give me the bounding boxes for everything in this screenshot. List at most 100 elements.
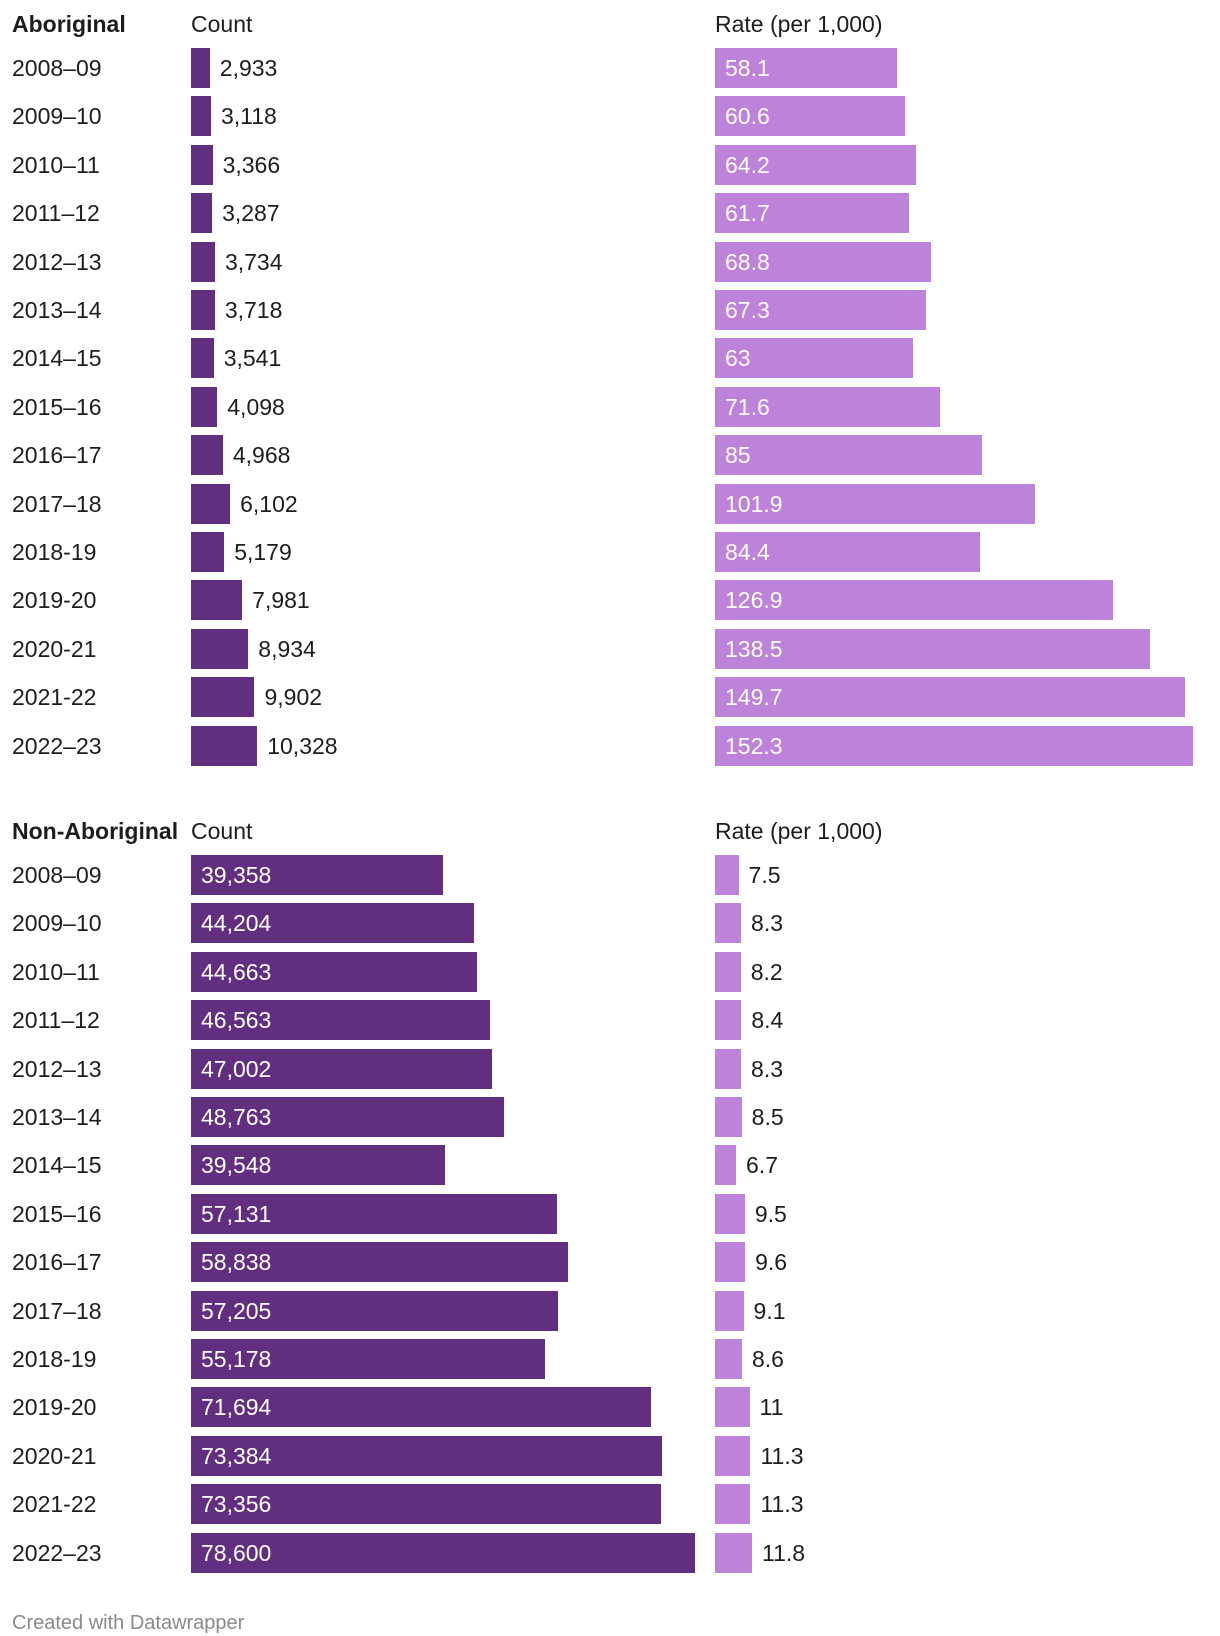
- rate-bar: [715, 338, 913, 379]
- count-bar: [191, 241, 215, 282]
- count-value-label: 73,356: [201, 1491, 272, 1518]
- count-bar: [191, 951, 478, 992]
- count-bar: [191, 48, 210, 88]
- count-value-label: 57,131: [201, 1200, 272, 1227]
- year-label: 2021-22: [12, 1491, 97, 1518]
- table-row: 2022–23 78,600 11.8: [0, 1532, 1220, 1573]
- count-value-label: 3,734: [224, 248, 283, 275]
- count-bar: [191, 677, 255, 718]
- count-bar: [191, 1435, 662, 1476]
- table-row: 2014–15 3,541 63: [0, 338, 1220, 379]
- rate-bar: [715, 290, 927, 330]
- count-bar: [191, 1000, 490, 1041]
- rate-value-label: 71.6: [725, 393, 770, 420]
- year-label: 2020-21: [12, 1442, 97, 1469]
- rate-bar: [715, 1484, 751, 1525]
- group-title: Aboriginal: [12, 11, 126, 37]
- year-label: 2010–11: [12, 151, 100, 178]
- count-value-label: 48,763: [201, 1104, 272, 1130]
- count-bar: [191, 1387, 651, 1428]
- year-label: 2011–12: [12, 200, 100, 227]
- rate-bar: [715, 628, 1150, 669]
- count-value-label: 39,548: [201, 1152, 272, 1179]
- rate-bar: [715, 1532, 753, 1573]
- table-row: 2012–13 47,002 8.3: [0, 1048, 1220, 1089]
- count-bar: [191, 532, 225, 572]
- rate-value-label: 63: [725, 345, 751, 372]
- count-bar: [191, 1484, 662, 1525]
- rate-value-label: 149.7: [725, 684, 783, 711]
- table-row: 2018-19 55,178 8.6: [0, 1339, 1220, 1379]
- count-bar: [191, 386, 218, 427]
- rate-bar: [715, 435, 982, 476]
- rate-value-label: 152.3: [725, 732, 783, 759]
- rate-value-label: 6.7: [746, 1152, 778, 1179]
- year-label: 2014–15: [12, 1152, 102, 1179]
- year-label: 2020-21: [12, 635, 97, 662]
- rate-bar: [715, 951, 741, 992]
- footer-credit[interactable]: Created with Datawrapper: [12, 1612, 245, 1634]
- year-label: 2016–17: [12, 1249, 102, 1276]
- rate-column-header: Rate (per 1,000): [715, 11, 883, 37]
- count-value-label: 39,358: [201, 862, 272, 888]
- count-value-label: 5,179: [234, 539, 292, 565]
- table-row: 2014–15 39,548 6.7: [0, 1145, 1220, 1186]
- table-row: 2009–10 3,118 60.6: [0, 96, 1220, 137]
- year-label: 2022–23: [12, 732, 102, 759]
- year-label: 2016–17: [12, 442, 102, 469]
- count-bar: [191, 1193, 558, 1234]
- table-row: 2021-22 9,902 149.7: [0, 677, 1220, 718]
- rate-bar: [715, 532, 980, 572]
- year-label: 2008–09: [12, 862, 102, 888]
- rate-value-label: 138.5: [725, 635, 783, 662]
- count-value-label: 3,287: [222, 200, 280, 227]
- year-label: 2013–14: [12, 297, 102, 323]
- count-bar: [191, 435, 223, 476]
- rate-value-label: 9.6: [755, 1249, 788, 1276]
- count-bar: [191, 1242, 569, 1283]
- year-label: 2009–10: [12, 103, 102, 130]
- count-value-label: 8,934: [258, 635, 316, 662]
- rate-value-label: 126.9: [725, 587, 783, 614]
- table-row: 2016–17 4,968 85: [0, 435, 1220, 476]
- rate-column-header: Rate (per 1,000): [715, 818, 883, 844]
- table-row: 2018-19 5,179 84.4: [0, 532, 1220, 572]
- rate-value-label: 7.5: [748, 862, 781, 888]
- year-label: 2014–15: [12, 345, 102, 372]
- year-label: 2019-20: [12, 587, 97, 614]
- year-label: 2010–11: [12, 958, 100, 985]
- rate-value-label: 61.7: [725, 200, 770, 227]
- count-value-label: 4,098: [227, 393, 285, 420]
- table-row: 2012–13 3,734 68.8: [0, 241, 1220, 282]
- table-row: 2016–17 58,838 9.6: [0, 1242, 1220, 1283]
- rate-value-label: 11.8: [762, 1539, 806, 1566]
- rate-value-label: 85: [725, 442, 751, 469]
- count-bar: [191, 1532, 695, 1573]
- count-value-label: 58,838: [201, 1249, 272, 1276]
- rate-bar: [715, 903, 742, 944]
- count-value-label: 7,981: [252, 587, 310, 614]
- table-row: 2019-20 7,981 126.9: [0, 580, 1220, 621]
- rate-value-label: 11.3: [760, 1442, 804, 1469]
- table-row: 2010–11 3,366 64.2: [0, 144, 1220, 185]
- rate-bar: [715, 1339, 742, 1379]
- rate-value-label: 101.9: [725, 490, 783, 517]
- rate-bar: [715, 1387, 750, 1428]
- rate-bar: [715, 96, 906, 137]
- count-bar: [191, 725, 258, 766]
- count-value-label: 9,902: [264, 684, 323, 711]
- count-bar: [191, 193, 213, 234]
- count-bar: [191, 628, 249, 669]
- rate-value-label: 9.5: [754, 1200, 787, 1227]
- table-row: 2017–18 57,205 9.1: [0, 1290, 1220, 1331]
- count-bar: [191, 1048, 493, 1089]
- count-value-label: 3,366: [222, 151, 281, 178]
- table-row: 2015–16 4,098 71.6: [0, 386, 1220, 427]
- year-label: 2021-22: [12, 684, 97, 711]
- table-row: 2010–11 44,663 8.2: [0, 951, 1220, 992]
- table-row: 2013–14 3,718 67.3: [0, 290, 1220, 330]
- rate-bar: [715, 1242, 746, 1283]
- year-label: 2011–12: [12, 1007, 100, 1034]
- rate-value-label: 8.6: [751, 1346, 784, 1372]
- count-value-label: 71,694: [201, 1394, 272, 1421]
